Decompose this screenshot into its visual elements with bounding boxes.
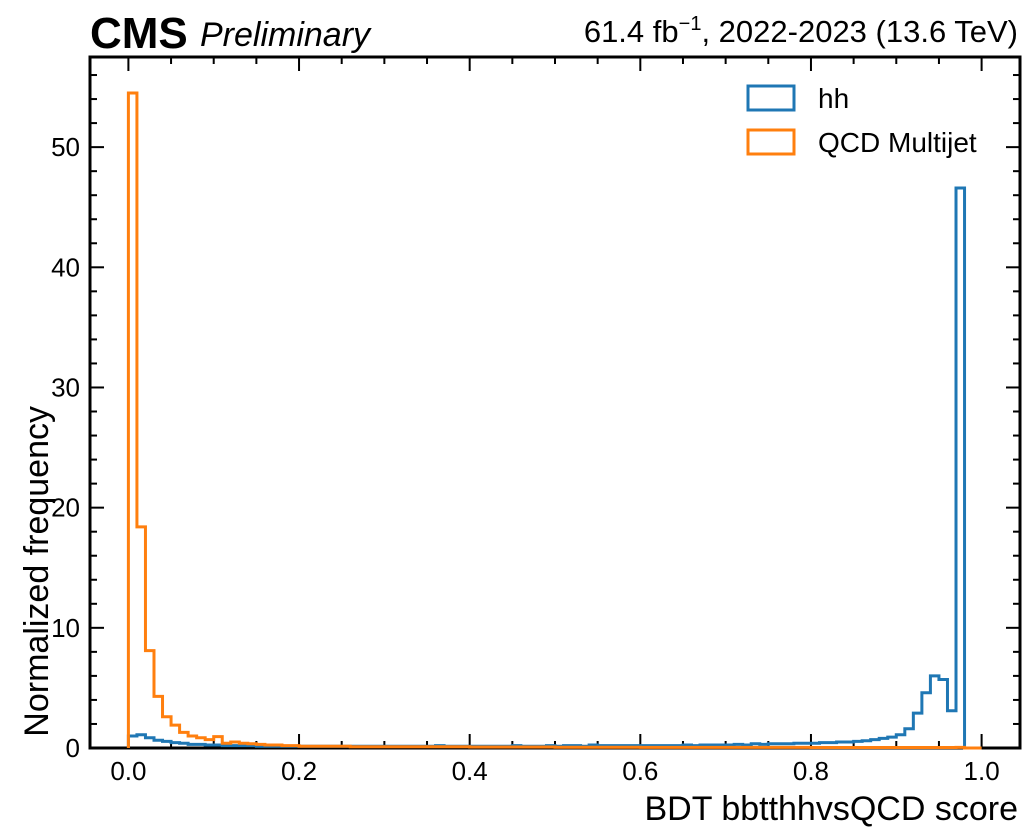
- status-label: Preliminary: [200, 16, 372, 54]
- x-tick-label: 0.2: [281, 756, 317, 786]
- y-tick-label: 50: [51, 132, 80, 162]
- x-tick-label: 0.0: [110, 756, 146, 786]
- x-tick-label: 0.8: [793, 756, 829, 786]
- y-tick-label: 30: [51, 372, 80, 402]
- luminosity-label: 61.4 fb−1, 2022-2023 (13.6 TeV): [584, 13, 1018, 49]
- axis-tick-labels: 0.0 0.2 0.4 0.6 0.8 1.0 0 10 20 30 40 50: [51, 132, 1000, 786]
- x-tick-label: 1.0: [964, 756, 1000, 786]
- lumi-rest: , 2022-2023 (13.6 TeV): [701, 14, 1018, 49]
- y-tick-label: 10: [51, 613, 80, 643]
- series-layer: [126, 91, 982, 750]
- axis-ticks: [90, 57, 1020, 749]
- y-tick-label: 0: [66, 733, 80, 763]
- legend-swatch-hh: [746, 84, 796, 112]
- x-tick-label: 0.4: [452, 756, 488, 786]
- legend-label-hh: hh: [818, 83, 849, 114]
- x-tick-label: 0.6: [622, 756, 658, 786]
- plot-frame: [88, 55, 1022, 750]
- lumi-value: 61.4 fb: [584, 14, 679, 49]
- y-tick-label: 20: [51, 493, 80, 523]
- legend-swatch-qcd-multijet: [746, 128, 796, 156]
- histogram-series-hh: [126, 186, 982, 750]
- lumi-exponent: −1: [679, 13, 702, 35]
- x-axis-title: BDT bbtthhvsQCD score: [644, 790, 1018, 828]
- y-axis-title: Normalized frequency: [18, 406, 56, 737]
- legend-label-qcd-multijet: QCD Multijet: [818, 127, 977, 158]
- legend: hh QCD Multijet: [746, 83, 977, 158]
- y-tick-label: 40: [51, 252, 80, 282]
- histogram-series-qcd-multijet: [126, 91, 982, 750]
- experiment-label: CMS: [90, 9, 188, 58]
